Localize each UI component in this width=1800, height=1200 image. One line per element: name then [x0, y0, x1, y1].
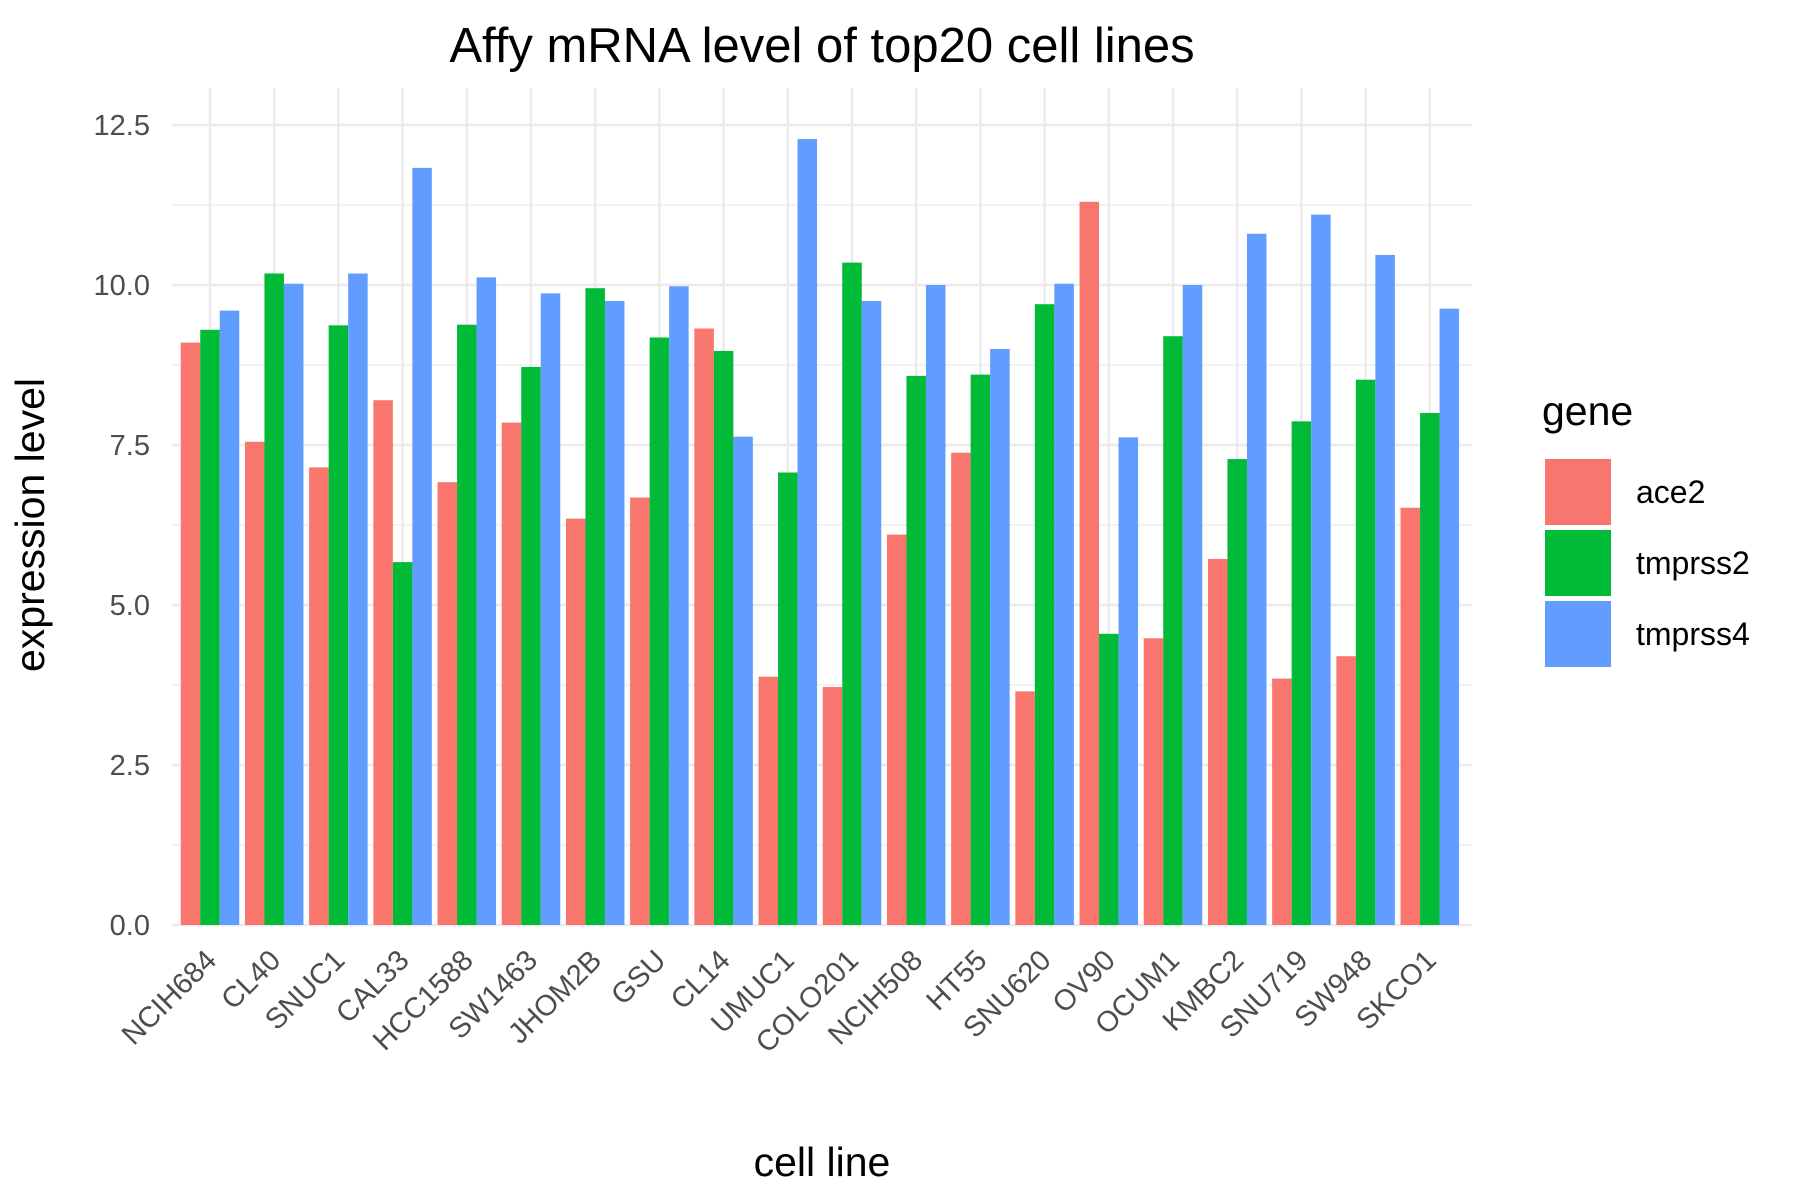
chart-title: Affy mRNA level of top20 cell lines: [449, 19, 1194, 73]
y-tick-labels: 0.0 2.5 5.0 7.5 10.0 12.5: [94, 110, 150, 942]
bar-tmprss4-skco1: [1439, 308, 1460, 925]
bar-ace2-gsu: [630, 497, 650, 925]
bar-tmprss2-skco1: [1420, 413, 1440, 925]
bar-tmprss2-ht55: [970, 374, 991, 926]
x-axis-title: cell line: [754, 1139, 891, 1185]
bar-tmprss2-ncih684: [200, 329, 220, 925]
legend-title: gene: [1542, 388, 1633, 434]
bar-ace2-hcc1588: [437, 482, 458, 925]
bar-tmprss4-umuc1: [797, 139, 818, 925]
bar-tmprss2-ncih508: [906, 375, 926, 925]
bar-tmprss2-cal33: [392, 562, 413, 925]
legend: gene ace2 tmprss2 tmprss4: [1542, 388, 1750, 667]
bar-tmprss4-ht55: [990, 349, 1010, 925]
bar-tmprss4-cl14: [733, 436, 753, 925]
bar-ace2-jhom2b: [565, 518, 586, 925]
legend-key-ace2: [1545, 459, 1611, 525]
bar-tmprss4-cl40: [283, 283, 304, 926]
bar-tmprss4-snuc1: [348, 273, 368, 926]
bar-tmprss2-ocum1: [1163, 336, 1183, 925]
y-tick-label: 7.5: [110, 430, 150, 462]
bar-ace2-snu620: [1015, 691, 1035, 925]
bar-ace2-cl14: [694, 328, 714, 925]
bar-ace2-ocum1: [1143, 638, 1164, 925]
bar-ace2-skco1: [1400, 507, 1421, 925]
bar-tmprss4-colo201: [861, 301, 882, 925]
bar-tmprss4-sw948: [1375, 254, 1395, 926]
x-tick-label: GSU: [605, 944, 672, 1011]
bar-ace2-snuc1: [309, 467, 329, 925]
bar-tmprss2-ov90: [1099, 633, 1119, 925]
legend-label: tmprss2: [1636, 545, 1750, 581]
bar-tmprss2-sw948: [1355, 379, 1376, 926]
bar-tmprss4-ov90: [1118, 437, 1139, 925]
bar-ace2-ncih508: [886, 534, 907, 925]
y-tick-label: 10.0: [94, 270, 150, 302]
bar-tmprss2-cl40: [264, 273, 284, 926]
x-tick-label: NCIH684: [116, 944, 223, 1051]
legend-key-tmprss4: [1545, 601, 1611, 667]
bar-ace2-snu719: [1272, 678, 1292, 925]
bar-tmprss2-snu620: [1034, 304, 1055, 925]
bar-tmprss4-sw1463: [540, 293, 561, 925]
bar-ace2-sw1463: [501, 422, 522, 925]
bar-tmprss4-jhom2b: [604, 301, 625, 925]
bar-ace2-colo201: [822, 686, 843, 925]
x-tick-labels: NCIH684CL40SNUC1CAL33HCC1588SW1463JHOM2B…: [116, 944, 1443, 1059]
bar-tmprss2-snu719: [1291, 421, 1312, 925]
y-tick-label: 12.5: [94, 110, 150, 142]
y-tick-label: 0.0: [110, 910, 150, 942]
bar-tmprss2-sw1463: [521, 366, 541, 925]
bar-ace2-ht55: [951, 452, 971, 925]
bar-tmprss2-cl14: [713, 350, 734, 925]
bar-tmprss2-snuc1: [328, 325, 349, 925]
bar-tmprss4-hcc1588: [476, 277, 497, 925]
bar-tmprss2-umuc1: [778, 472, 798, 925]
bar-tmprss4-gsu: [669, 286, 689, 925]
bar-tmprss4-ncih508: [925, 285, 946, 925]
bar-ace2-ov90: [1079, 201, 1100, 926]
bar-ace2-ncih684: [180, 342, 201, 926]
bar-tmprss4-kmbc2: [1246, 233, 1267, 926]
bar-ace2-cal33: [373, 400, 393, 925]
legend-label: ace2: [1636, 474, 1705, 510]
bar-tmprss2-kmbc2: [1227, 459, 1247, 925]
bar-tmprss4-cal33: [412, 167, 432, 925]
y-tick-label: 5.0: [110, 590, 150, 622]
y-tick-label: 2.5: [110, 750, 150, 782]
bar-ace2-sw948: [1336, 656, 1356, 925]
bar-ace2-kmbc2: [1207, 558, 1228, 925]
bar-tmprss2-hcc1588: [457, 324, 477, 925]
bar-tmprss4-snu620: [1054, 283, 1074, 926]
bar-tmprss4-ncih684: [219, 310, 240, 926]
bar-ace2-umuc1: [758, 676, 779, 925]
legend-key-tmprss2: [1545, 530, 1611, 596]
bar-tmprss2-gsu: [649, 337, 670, 926]
bar-tmprss4-ocum1: [1182, 285, 1203, 925]
bar-tmprss2-colo201: [842, 262, 862, 926]
bars: [180, 139, 1460, 926]
bar-ace2-cl40: [244, 441, 265, 925]
legend-label: tmprss4: [1636, 616, 1750, 652]
y-axis-title: expression level: [7, 378, 53, 672]
bar-tmprss4-snu719: [1311, 214, 1331, 926]
bar-tmprss2-jhom2b: [585, 288, 605, 925]
